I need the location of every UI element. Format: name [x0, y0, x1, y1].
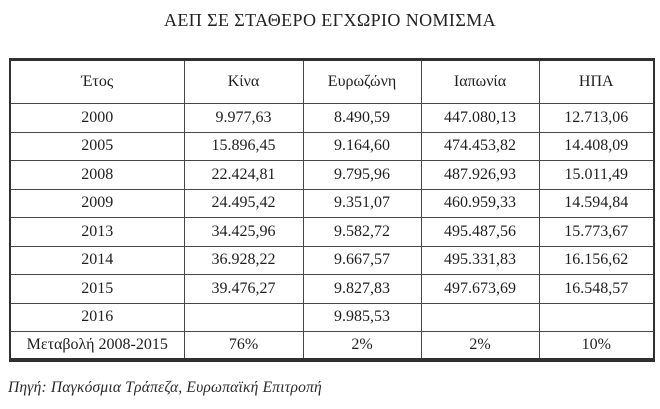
- value-cell: 9.164,60: [302, 131, 422, 161]
- value-cell: 487.926,93: [420, 160, 540, 190]
- row-label-cell: 2009: [9, 188, 185, 218]
- table-row: 2014 36.928,22 9.667,57 495.331,83 16.156,62: [9, 245, 655, 275]
- column-header: Ευρωζώνη: [302, 59, 422, 104]
- value-cell: 2%: [302, 331, 422, 361]
- table-row: 2008 22.424,81 9.795,96 487.926,93 15.011,49: [9, 160, 655, 190]
- column-header: Έτος: [9, 59, 185, 104]
- table-row: 2013 34.425,96 9.582,72 495.487,56 15.773,67: [9, 217, 655, 247]
- table-body: 2000 9.977,63 8.490,59 447.080,13 12.713,06 2…: [9, 103, 655, 361]
- value-cell: 495.331,83: [420, 245, 540, 275]
- value-cell: 2%: [420, 331, 540, 361]
- value-cell: 36.928,22: [183, 245, 304, 275]
- value-cell: 9.795,96: [302, 160, 422, 190]
- column-header: Ιαπωνία: [420, 59, 540, 104]
- row-label-cell: 2013: [9, 217, 185, 247]
- value-cell: 14.594,84: [538, 188, 655, 218]
- value-cell: 34.425,96: [183, 217, 304, 247]
- value-cell: 15.773,67: [538, 217, 655, 247]
- value-cell: 460.959,33: [420, 188, 540, 218]
- value-cell: 9.985,53: [302, 302, 422, 332]
- value-cell: 474.453,82: [420, 131, 540, 161]
- value-cell: 497.673,69: [420, 274, 540, 304]
- value-cell: 12.713,06: [538, 103, 655, 133]
- row-label-cell: 2000: [9, 103, 185, 133]
- table-row: 2009 24.495,42 9.351,07 460.959,33 14.594,84: [9, 188, 655, 218]
- value-cell: [420, 302, 540, 332]
- value-cell: [183, 302, 304, 332]
- value-cell: 22.424,81: [183, 160, 304, 190]
- gdp-table: Έτος Κίνα Ευρωζώνη Ιαπωνία ΗΠΑ 2000 9.977,63 8…: [9, 58, 655, 362]
- value-cell: 16.156,62: [538, 245, 655, 275]
- value-cell: 9.827,83: [302, 274, 422, 304]
- row-label-cell: Μεταβολή 2008-2015: [9, 331, 185, 361]
- row-label-cell: 2005: [9, 131, 185, 161]
- row-label-cell: 2015: [9, 274, 185, 304]
- value-cell: 9.977,63: [183, 103, 304, 133]
- table-row: Μεταβολή 2008-2015 76% 2% 2% 10%: [9, 331, 655, 361]
- value-cell: 15.011,49: [538, 160, 655, 190]
- table-row: 2000 9.977,63 8.490,59 447.080,13 12.713,06: [9, 103, 655, 133]
- value-cell: 9.582,72: [302, 217, 422, 247]
- table-row: 2005 15.896,45 9.164,60 474.453,82 14.408,09: [9, 131, 655, 161]
- value-cell: 76%: [183, 331, 304, 361]
- row-label-cell: 2014: [9, 245, 185, 275]
- column-header: Κίνα: [183, 59, 304, 104]
- row-label-cell: 2016: [9, 302, 185, 332]
- value-cell: 9.667,57: [302, 245, 422, 275]
- page-title: ΑΕΠ ΣΕ ΣΤΑΘΕΡΟ ΕΓΧΩΡΙΟ ΝΟΜΙΣΜΑ: [163, 10, 497, 30]
- value-cell: 16.548,57: [538, 274, 655, 304]
- value-cell: 9.351,07: [302, 188, 422, 218]
- value-cell: 447.080,13: [420, 103, 540, 133]
- source-note: Πηγή: Παγκόσμια Τράπεζα, Ευρωπαϊκή Επιτρ…: [8, 379, 322, 396]
- value-cell: 14.408,09: [538, 131, 655, 161]
- table-row: 2016 9.985,53: [9, 302, 655, 332]
- value-cell: [538, 302, 655, 332]
- column-header: ΗΠΑ: [538, 59, 655, 104]
- value-cell: 39.476,27: [183, 274, 304, 304]
- table-header-row: Έτος Κίνα Ευρωζώνη Ιαπωνία ΗΠΑ: [9, 59, 655, 104]
- table-row: 2015 39.476,27 9.827,83 497.673,69 16.548,57: [9, 274, 655, 304]
- value-cell: 495.487,56: [420, 217, 540, 247]
- value-cell: 24.495,42: [183, 188, 304, 218]
- value-cell: 10%: [538, 331, 655, 361]
- value-cell: 15.896,45: [183, 131, 304, 161]
- row-label-cell: 2008: [9, 160, 185, 190]
- value-cell: 8.490,59: [302, 103, 422, 133]
